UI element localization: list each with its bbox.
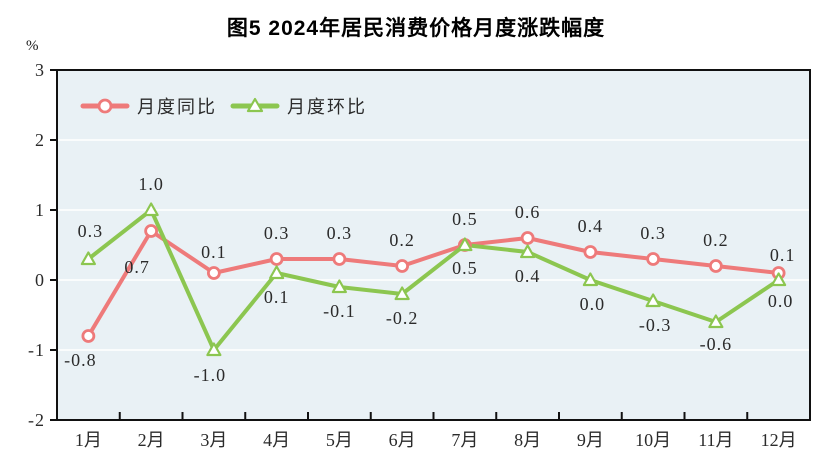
data-point-circle-icon: [206, 266, 221, 280]
legend-triangle-icon: [246, 97, 264, 113]
data-point-triangle-icon: [457, 237, 473, 252]
data-label: -0.6: [700, 334, 733, 354]
data-label: 0.3: [327, 223, 353, 243]
data-label: -0.3: [639, 315, 672, 335]
data-label: 0.2: [389, 230, 415, 250]
data-label: 0.4: [578, 216, 604, 236]
y-axis-tick-label: 1: [35, 200, 45, 220]
y-axis-tick-label: -1: [28, 340, 45, 360]
legend-label: 月度同比: [137, 97, 217, 117]
x-axis-month-label: 1月: [75, 430, 102, 450]
series-line-mom: [86, 208, 781, 352]
data-point-triangle-icon: [394, 286, 410, 301]
data-label: 0.0: [580, 294, 606, 314]
data-point-triangle-icon: [80, 251, 96, 266]
data-label: 0.1: [201, 242, 227, 262]
data-label: 0.6: [515, 202, 541, 222]
data-point-circle-icon: [583, 245, 598, 259]
data-label: -0.1: [323, 301, 356, 321]
legend-circle-icon: [97, 98, 113, 114]
x-axis-month-label: 6月: [389, 430, 416, 450]
legend-label: 月度环比: [287, 97, 367, 117]
x-axis-month-label: 11月: [698, 430, 733, 450]
series-line-yoy: [86, 229, 781, 338]
data-point-circle-icon: [332, 252, 347, 266]
data-point-triangle-icon: [206, 342, 222, 357]
data-label: -1.0: [194, 365, 227, 385]
y-axis-tick-label: 2: [35, 130, 45, 150]
data-point-triangle-icon: [771, 272, 787, 287]
x-axis-month-label: 4月: [263, 430, 290, 450]
x-axis-month-label: 10月: [635, 430, 671, 450]
data-point-circle-icon: [81, 329, 96, 343]
data-label: 0.1: [264, 287, 290, 307]
data-point-circle-icon: [144, 224, 159, 238]
data-point-triangle-icon: [269, 265, 285, 280]
data-point-circle-icon: [395, 259, 410, 273]
data-label: -0.8: [64, 350, 97, 370]
data-label: -0.2: [386, 308, 419, 328]
plot-background: [56, 69, 811, 421]
data-label: 0.7: [124, 257, 150, 277]
data-point-triangle-icon: [582, 272, 598, 287]
data-point-circle-icon: [708, 259, 723, 273]
data-label: 0.1: [770, 245, 796, 265]
x-axis-month-label: 9月: [577, 430, 604, 450]
data-label: 1.0: [138, 174, 164, 194]
x-axis-month-label: 3月: [200, 430, 227, 450]
y-axis-tick-label: 0: [35, 270, 45, 290]
x-axis-month-label: 2月: [138, 430, 165, 450]
x-axis-month-label: 8月: [514, 430, 541, 450]
data-label: 0.4: [515, 266, 541, 286]
data-label: 0.3: [640, 223, 666, 243]
x-axis-month-label: 7月: [451, 430, 478, 450]
data-point-triangle-icon: [645, 293, 661, 308]
x-axis-month-label: 5月: [326, 430, 353, 450]
data-label: 0.3: [78, 221, 104, 241]
data-point-triangle-icon: [708, 314, 724, 329]
data-label: 0.2: [703, 230, 729, 250]
data-point-triangle-icon: [143, 202, 159, 217]
y-axis-tick-label: -2: [28, 410, 45, 430]
data-label: 0.5: [452, 258, 478, 278]
x-axis-month-label: 12月: [761, 430, 797, 450]
data-point-circle-icon: [646, 252, 661, 266]
y-axis-tick-label: 3: [35, 60, 45, 80]
data-point-circle-icon: [520, 231, 535, 245]
data-point-circle-icon: [269, 252, 284, 266]
data-label: 0.0: [768, 291, 794, 311]
data-point-triangle-icon: [520, 244, 536, 259]
data-label: 0.5: [452, 209, 478, 229]
chart-title: 图5 2024年居民消费价格月度涨跌幅度: [226, 17, 606, 40]
data-label: 0.3: [264, 223, 290, 243]
y-axis-unit-label: %: [26, 38, 39, 54]
data-point-triangle-icon: [331, 279, 347, 294]
